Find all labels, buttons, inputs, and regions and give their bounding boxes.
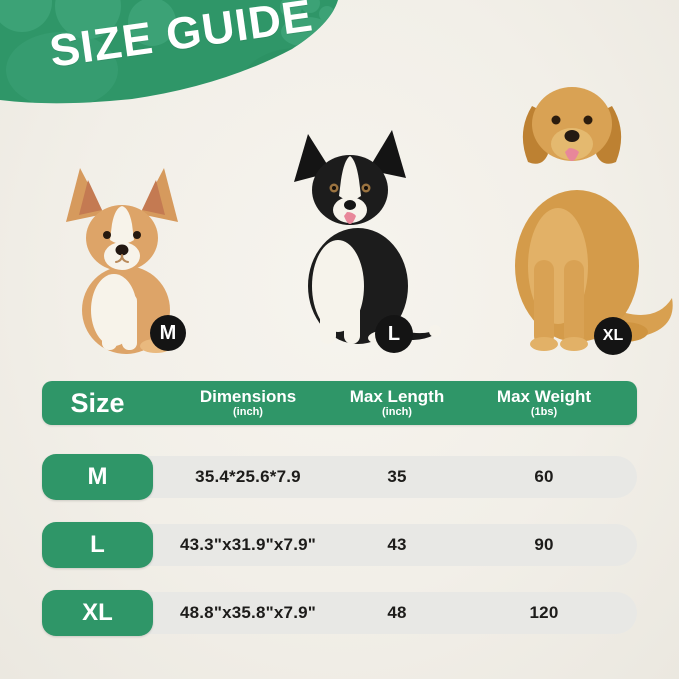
cell-max-length: 43 — [387, 535, 407, 554]
cell-dimensions: 48.8"x35.8"x7.9" — [179, 603, 317, 622]
banner-background — [0, 0, 338, 104]
size-badge-l: L — [375, 315, 413, 353]
size-pill-xl: XL — [42, 590, 153, 636]
paw-print-icon — [0, 0, 176, 104]
cell-max-length: 48 — [387, 603, 407, 622]
size-pill-l: L — [42, 522, 153, 568]
column-header-dimensions: Dimensions (inch) — [199, 386, 297, 418]
dog-photo-corgi — [66, 168, 178, 354]
cell-dimensions: 43.3"x31.9"x7.9" — [179, 535, 317, 554]
column-header-max-weight: Max Weight (1bs) — [496, 386, 592, 418]
table-row-m: 35.4*25.6*7.9 35 60 M — [42, 454, 637, 500]
column-header-max-length: Max Length (inch) — [349, 386, 445, 418]
dog-photo-border-collie — [294, 130, 441, 346]
size-badge-m: M — [150, 315, 186, 351]
column-header-size: Size — [70, 387, 125, 418]
table-header: Size Dimensions (inch) Max Length (inch)… — [42, 381, 637, 425]
cell-dimensions: 35.4*25.6*7.9 — [195, 467, 301, 486]
cell-max-length: 35 — [387, 467, 407, 486]
cell-max-weight: 60 — [534, 467, 554, 486]
table-row-l: 43.3"x31.9"x7.9" 43 90 L — [42, 522, 637, 568]
table-row-xl: 48.8"x35.8"x7.9" 48 120 XL — [42, 590, 637, 636]
size-table: Size Dimensions (inch) Max Length (inch)… — [42, 381, 637, 636]
size-pill-m: M — [42, 454, 153, 500]
size-badge-xl: XL — [594, 317, 632, 355]
cell-max-weight: 120 — [529, 603, 559, 622]
dog-photo-golden-retriever — [515, 87, 673, 351]
paw-pad-shadow — [240, 48, 338, 104]
cell-max-weight: 90 — [534, 535, 554, 554]
